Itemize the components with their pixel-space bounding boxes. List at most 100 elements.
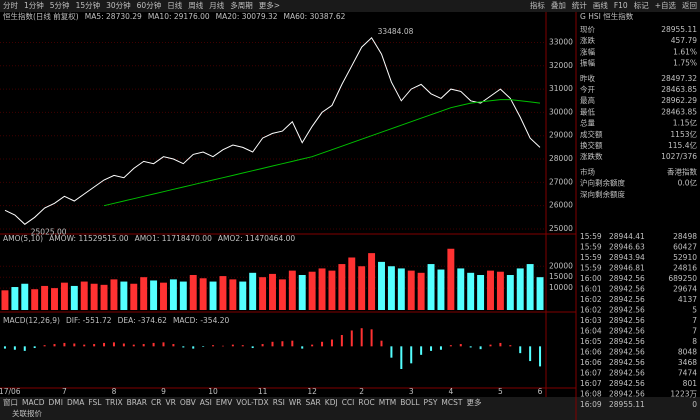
macd-bar [23,346,26,351]
volume-bar [11,287,19,310]
toolbar-tab[interactable]: 15分钟 [76,0,101,10]
volume-bar [179,281,187,310]
toolbar-tab[interactable]: 日线 [167,0,182,10]
toolbar-tab[interactable]: 1分钟 [24,0,44,10]
toolbar-button[interactable]: +自选 [655,0,677,10]
quote-label: 昨收 [580,73,595,83]
indicator-tab[interactable]: 窗口 [3,397,18,407]
tick-price: 28942.56 [609,316,645,325]
toolbar-button[interactable]: 统计 [572,0,587,10]
volume-bar [338,264,346,310]
macd-bar [489,344,492,347]
indicator-tab[interactable]: EMV [216,398,233,407]
indicator-tab[interactable]: CR [151,398,161,407]
indicator-tab[interactable]: VOL-TDX [236,398,268,407]
quote-value: 1.75% [673,59,697,68]
quote-title: G HSI 恒生指数 [580,11,634,21]
indicator-tab[interactable]: RSI [273,398,285,407]
quote-value: 香港指数 [667,166,697,176]
macd-bar [33,346,36,349]
tick-price: 28955.11 [609,400,645,409]
tick-price: 28946.63 [609,243,645,252]
tick-time: 16:06 [580,348,602,357]
toolbar-tab[interactable]: 月线 [209,0,224,10]
macd-bar [430,346,433,351]
tick-time: 16:04 [580,327,602,336]
indicator-tab[interactable]: WR [289,398,302,407]
toolbar-button[interactable]: 标记 [634,0,649,10]
indicator-tab[interactable]: VR [165,398,175,407]
indicator-tab[interactable]: BRAR [127,398,147,407]
quote-label: 涨幅 [580,46,595,56]
macd-bar [132,344,135,347]
macd-bar [529,346,532,362]
toolbar-tab[interactable]: 60分钟 [137,0,162,10]
indicator-tab[interactable]: TRIX [104,398,122,407]
quote-value: 28955.11 [661,25,697,34]
toolbar-tab[interactable]: 5分钟 [50,0,70,10]
tick-time: 16:02 [580,306,602,315]
tick-volume: 28498 [673,232,697,241]
quote-value: 28962.29 [661,96,697,105]
tick-volume: 52910 [673,253,697,262]
quote-label: 成交额 [580,129,603,139]
toolbar-tab[interactable]: 30分钟 [106,0,131,10]
indicator-tab[interactable]: DMA [67,398,85,407]
toolbar-button[interactable]: 返回 [682,1,697,10]
volume-bar [348,257,356,310]
toolbar-button[interactable]: 叠加 [551,0,566,10]
macd-bar [152,342,155,347]
toolbar-tab[interactable]: 周线 [188,0,203,10]
indicator-tab[interactable]: ASI [200,398,212,407]
toolbar-tab[interactable]: 分时 [3,0,18,10]
macd-bar [330,339,333,347]
panel-header: 恒生指数(日线 前复权) [3,11,79,21]
macd-bar [53,344,56,347]
toolbar-button[interactable]: F10 [614,1,628,10]
indicator-tab[interactable]: PSY [424,398,438,407]
indicator-tab[interactable]: ROC [358,398,374,407]
macd-bar [112,342,115,347]
toolbar-button[interactable]: 画线 [593,0,608,10]
panel-header: DIF: -551.72 [66,316,112,325]
indicator-tab[interactable]: KDJ [325,398,338,407]
macd-bar [231,344,234,347]
tick-volume: 3468 [678,358,697,367]
indicator-tab[interactable]: MCST [441,398,462,407]
tick-price: 28942.56 [609,285,645,294]
tick-volume: 1223万 [670,390,697,399]
quote-value: 1.61% [673,47,697,56]
indicator-tab[interactable]: MTM [379,398,397,407]
macd-bar [410,346,413,364]
indicator-tab[interactable]: SAR [306,398,321,407]
tick-price: 28942.56 [609,306,645,315]
macd-bar [3,346,6,349]
indicator-tab[interactable]: DMI [48,398,62,407]
indicator-tab[interactable]: FSL [88,398,102,407]
indicator-tab[interactable]: MACD [22,398,45,407]
y-tick-label: 10000 [549,283,573,292]
volume-bar [219,276,227,310]
toolbar-button[interactable]: 指标 [530,0,545,10]
macd-bar [162,342,165,347]
volume-bar [239,281,247,310]
indicator-tab[interactable]: OBV [180,398,197,407]
tick-price: 28942.56 [609,390,645,399]
macd-bar [13,346,16,350]
indicator-tab[interactable]: CCI [342,398,355,407]
volume-bar [229,279,237,310]
tick-price: 28942.56 [609,358,645,367]
panel-header: MACD: -354.20 [173,316,230,325]
y-tick-label: 15000 [549,272,573,281]
tick-price: 28943.94 [609,253,645,262]
panel-header: AMO1: 11718470.00 [135,234,213,243]
toolbar-tab[interactable]: 多周期 [230,0,253,10]
toolbar-bg [0,0,700,12]
toolbar-tab[interactable]: 更多> [259,0,280,10]
indicator-tab[interactable]: BOLL [400,398,420,407]
tick-volume: 24816 [673,264,697,273]
indicator-tab[interactable]: 更多 [466,397,481,407]
macd-bar [360,328,363,347]
macd-bar [271,341,274,347]
